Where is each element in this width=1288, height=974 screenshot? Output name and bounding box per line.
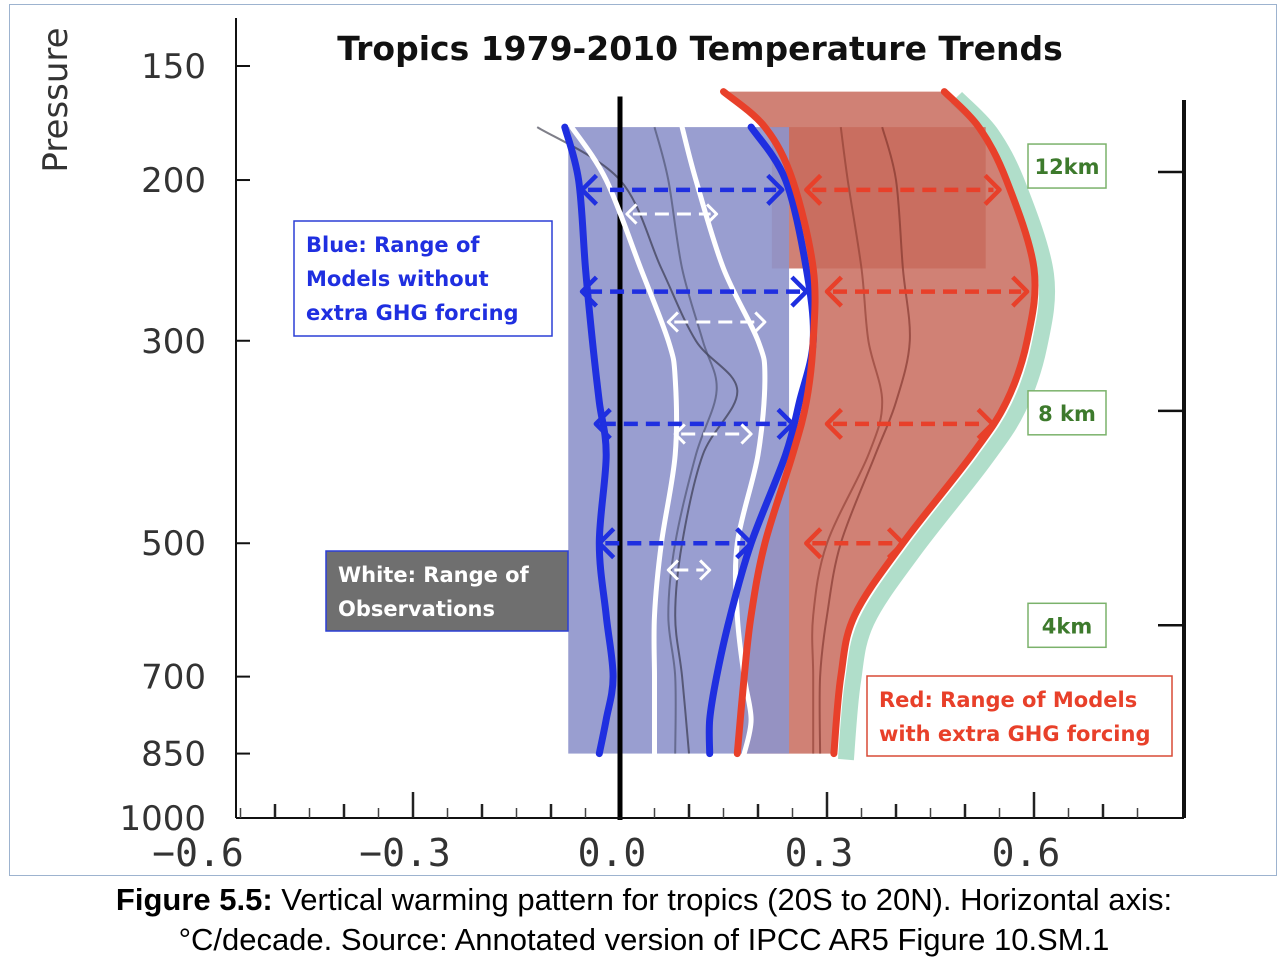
- x-tick-label: 0.6: [992, 831, 1061, 875]
- caption-line-1: Figure 5.5: Vertical warming pattern for…: [0, 880, 1288, 920]
- axes: [235, 18, 1186, 819]
- altitude-label: 8 km: [1038, 402, 1096, 426]
- red-range-arrow-head-left: [824, 275, 843, 308]
- red-range-annotation: Red: Range of Models with extra GHG forc…: [866, 675, 1173, 757]
- red-range-arrow-head-right: [976, 407, 995, 440]
- blue-range-area: [568, 127, 790, 754]
- blue-range-arrow: [593, 407, 795, 440]
- y-axis-label: Pressure: [36, 27, 76, 172]
- red-annotation-line-2: with extra GHG forcing: [879, 722, 1150, 746]
- y-tick-label: 500: [141, 524, 206, 564]
- red-range-lower-line: [720, 88, 819, 758]
- altitude-markers: 12km 8 km 4km: [1027, 143, 1184, 649]
- caption-line-1-text: Vertical warming pattern for tropics (20…: [272, 882, 1173, 917]
- observations-arrow-head-left: [666, 311, 679, 333]
- red-range-arrow: [804, 527, 906, 560]
- red-annotation-line-1: Red: Range of Models: [879, 688, 1137, 712]
- chart: 150 200 300 500 700 850 1000 −0.6 −0.3 0.0 0.3 0.6…: [36, 18, 1186, 875]
- blue-range-arrow-head-left: [579, 173, 599, 206]
- blue-range-arrow-head-left: [593, 407, 612, 440]
- model-trace: [811, 126, 884, 754]
- figure-caption: Figure 5.5: Vertical warming pattern for…: [0, 880, 1288, 960]
- altitude-label-box: [1027, 390, 1107, 436]
- red-range-arrow-head-left: [804, 173, 823, 206]
- blue-range-arrow-head-right: [735, 527, 754, 560]
- observations-arrow-head-left: [625, 203, 638, 225]
- chart-title: Tropics 1979-2010 Temperature Trends: [337, 29, 1062, 68]
- blue-range-arrow: [597, 527, 754, 560]
- white-annotation-line-2: Observations: [338, 597, 495, 621]
- blue-range-annotation: Blue: Range of Models without extra GHG …: [293, 220, 553, 337]
- caption-figure-number: Figure 5.5:: [115, 882, 273, 917]
- red-range-arrow-head-right: [1011, 275, 1030, 308]
- red-range-arrow: [804, 173, 1002, 206]
- blue-range-arrow: [579, 173, 785, 206]
- y-tick-label: 150: [141, 47, 206, 87]
- observations-arrow-head-right: [699, 559, 712, 581]
- y-tick-label: 700: [141, 658, 206, 698]
- x-tick-label: 0.3: [785, 831, 854, 875]
- model-trace: [653, 126, 718, 754]
- blue-range-arrow: [579, 275, 809, 308]
- x-tick-label: −0.6: [152, 831, 244, 875]
- white-annotation-box: [325, 550, 569, 632]
- observations-arrow-head-right: [754, 311, 767, 333]
- altitude-label: 4km: [1042, 614, 1092, 638]
- blue-range-upper-line: [705, 123, 817, 758]
- y-tick-label: 300: [141, 322, 206, 362]
- blue-range-lower-line: [561, 123, 617, 758]
- white-range-annotation: White: Range of Observations: [325, 550, 569, 632]
- x-ticks: −0.6 −0.3 0.0 0.3 0.6: [152, 792, 1139, 875]
- altitude-marker: 4km: [1027, 602, 1184, 649]
- blue-annotation-line-3: extra GHG forcing: [306, 301, 519, 325]
- blue-annotation-line-2: Models without: [306, 267, 489, 291]
- altitude-label-box: [1027, 602, 1107, 649]
- blue-range-arrow-head-left: [579, 275, 599, 308]
- altitude-marker: 12km: [1027, 143, 1184, 189]
- x-tick-label: 0.0: [578, 831, 647, 875]
- red-range-arrow-head-left: [824, 407, 843, 440]
- y-tick-label: 850: [141, 735, 206, 775]
- y-tick-label: 200: [141, 161, 206, 201]
- blue-annotation-line-1: Blue: Range of: [306, 233, 480, 257]
- altitude-label: 12km: [1034, 155, 1099, 179]
- observations-arrow-head-left: [666, 559, 679, 581]
- red-range-arrow: [824, 275, 1030, 308]
- model-trace: [818, 126, 911, 754]
- caption-line-2: °C/decade. Source: Annotated version of …: [178, 922, 1110, 957]
- y-ticks: 150 200 300 500 700 850 1000: [119, 47, 250, 839]
- blue-range-arrow-head-right: [776, 407, 795, 440]
- range-boundaries: [561, 88, 1039, 758]
- observations-arrow: [673, 423, 753, 445]
- observations-arrow: [666, 559, 712, 581]
- blue-range-arrow-head-left: [597, 527, 616, 560]
- x-tick-label: −0.3: [359, 831, 451, 875]
- y-tick-label: 1000: [119, 799, 206, 839]
- blue-annotation-box: [293, 220, 553, 337]
- range-arrows: [579, 173, 1030, 581]
- observations-arrow: [625, 203, 719, 225]
- observations-arrow-head-left: [673, 423, 686, 445]
- red-range-arrow-head-right: [886, 527, 906, 560]
- red-annotation-box: [866, 675, 1173, 757]
- altitude-label-box: [1027, 143, 1107, 189]
- observations-arrow-head-right: [740, 423, 753, 445]
- red-range-shadow: [837, 91, 1056, 761]
- blue-range-arrow-head-right: [790, 275, 809, 308]
- red-range-arrow-head-left: [804, 527, 823, 560]
- observations-arrow: [666, 311, 767, 333]
- altitude-marker: 8 km: [1027, 390, 1184, 436]
- red-range-arrow: [824, 407, 995, 440]
- white-annotation-line-1: White: Range of: [338, 563, 530, 587]
- blue-range-arrow-head-right: [766, 173, 785, 206]
- observations-lower-line: [569, 124, 680, 757]
- red-range-arrow-head-right: [983, 173, 1002, 206]
- red-range-upper-line: [830, 88, 1039, 758]
- observations-arrow-head-right: [705, 203, 719, 225]
